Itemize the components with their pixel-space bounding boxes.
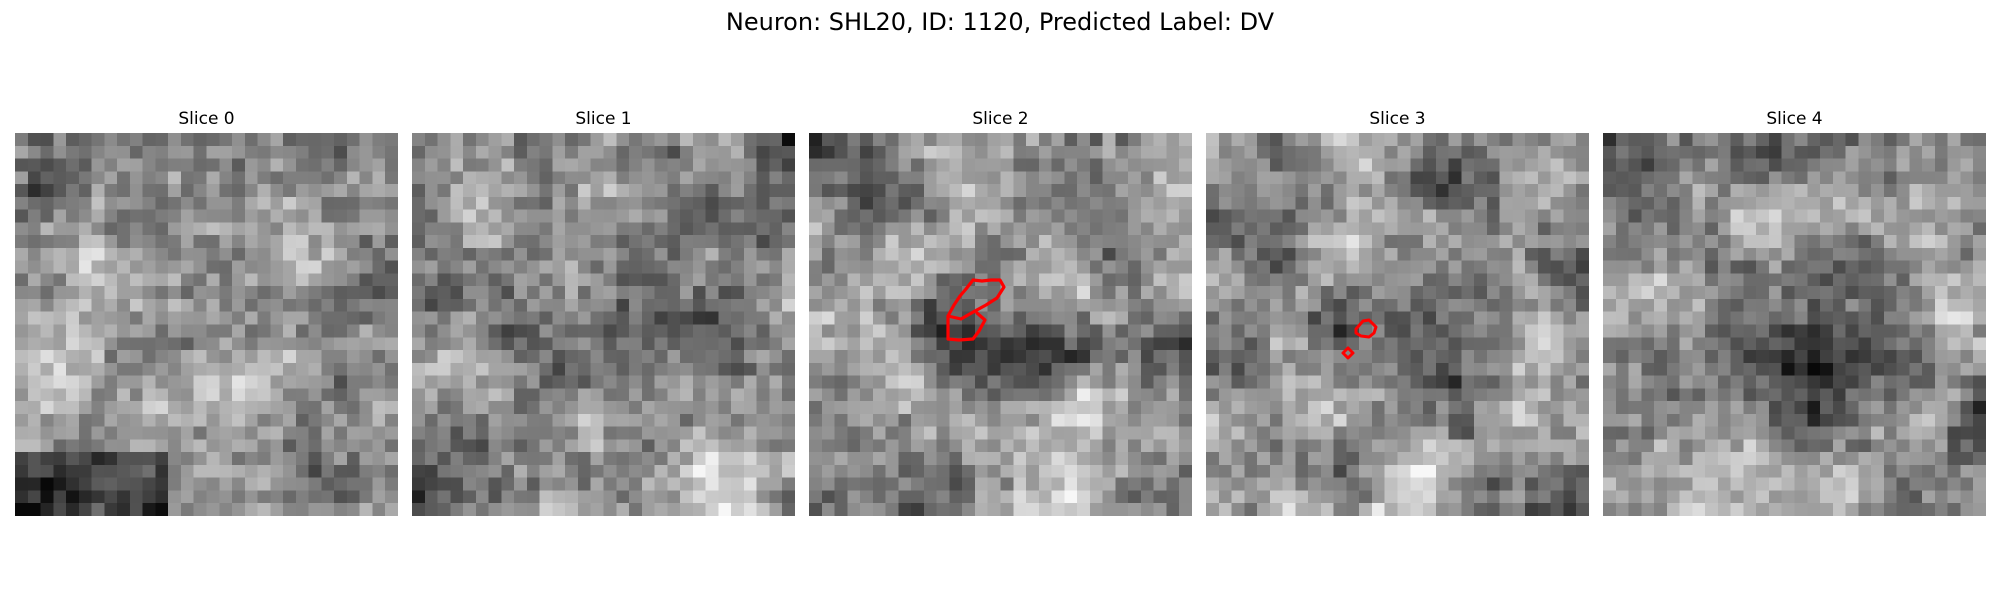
slice-panel-0: Slice 0 [15, 108, 398, 516]
slice-pixels-2 [809, 133, 1192, 516]
slice-title: Slice 4 [1766, 109, 1823, 129]
slice-image [809, 133, 1192, 516]
slice-panel-2: Slice 2 [809, 108, 1192, 516]
slice-pixels-3 [1206, 133, 1589, 516]
slice-title: Slice 1 [575, 109, 632, 129]
slice-image [15, 133, 398, 516]
slice-title: Slice 3 [1369, 109, 1426, 129]
slice-image [1603, 133, 1986, 516]
slice-pixels-0 [15, 133, 398, 516]
slice-image [412, 133, 795, 516]
slice-title: Slice 2 [972, 109, 1029, 129]
slice-panel-3: Slice 3 [1206, 108, 1589, 516]
slice-image [1206, 133, 1589, 516]
slice-panel-1: Slice 1 [412, 108, 795, 516]
slice-title: Slice 0 [178, 109, 235, 129]
slice-pixels-4 [1603, 133, 1986, 516]
slice-panel-4: Slice 4 [1603, 108, 1986, 516]
slice-pixels-1 [412, 133, 795, 516]
figure-title: Neuron: SHL20, ID: 1120, Predicted Label… [725, 8, 1275, 36]
